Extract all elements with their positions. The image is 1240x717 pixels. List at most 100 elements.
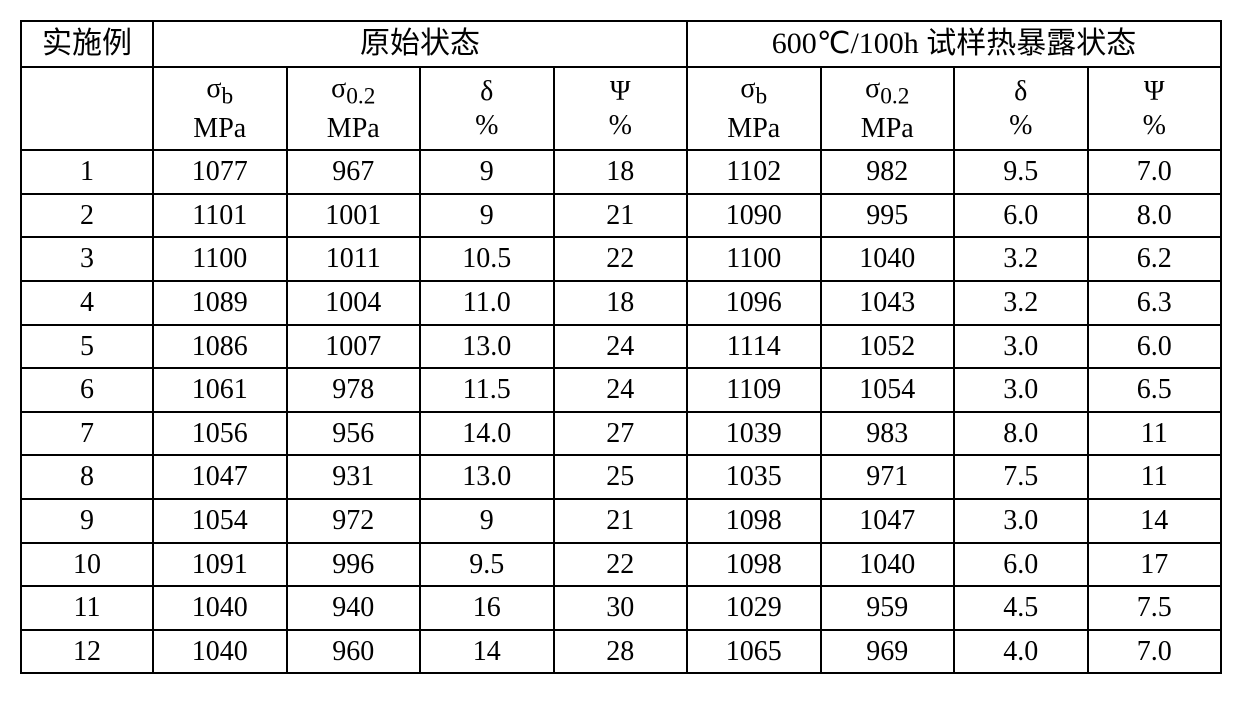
table-row: 121040960142810659694.07.0 [21,630,1221,674]
table-cell: 960 [287,630,421,674]
table-cell: 1039 [687,412,821,456]
table-row: 1010919969.522109810406.017 [21,543,1221,587]
table-cell: 1054 [821,368,955,412]
properties-table: 实施例 原始状态 600℃/100h 试样热暴露状态 σb MPa σ0.2 M… [20,20,1222,674]
table-cell: 2 [21,194,153,238]
table-cell: 6 [21,368,153,412]
table-row: 7105695614.02710399838.011 [21,412,1221,456]
table-cell: 1007 [287,325,421,369]
table-cell: 9 [420,499,554,543]
table-cell: 8.0 [1088,194,1222,238]
table-cell: 1047 [153,455,287,499]
table-cell: 1043 [821,281,955,325]
table-cell: 972 [287,499,421,543]
table-cell: 11 [1088,455,1222,499]
table-cell: 28 [554,630,688,674]
table-row: 21101100192110909956.08.0 [21,194,1221,238]
table-cell: 6.0 [1088,325,1222,369]
table-cell: 24 [554,325,688,369]
table-cell: 978 [287,368,421,412]
table-cell: 21 [554,499,688,543]
table-cell: 3.2 [954,237,1088,281]
table-cell: 25 [554,455,688,499]
table-cell: 995 [821,194,955,238]
table-cell: 9 [21,499,153,543]
col-delta-1: δ % [420,67,554,150]
table-body: 1107796791811029829.57.02110110019211090… [21,150,1221,673]
table-cell: 1101 [153,194,287,238]
col-sigma-02-2: σ0.2 MPa [821,67,955,150]
table-cell: 1114 [687,325,821,369]
table-cell: 8.0 [954,412,1088,456]
table-row: 111040940163010299594.57.5 [21,586,1221,630]
col-sigma-02-1: σ0.2 MPa [287,67,421,150]
table-cell: 24 [554,368,688,412]
table-cell: 1035 [687,455,821,499]
table-cell: 3.0 [954,325,1088,369]
table-cell: 4 [21,281,153,325]
table-row: 1107796791811029829.57.0 [21,150,1221,194]
table-cell: 3.0 [954,499,1088,543]
table-cell: 6.3 [1088,281,1222,325]
header-row-1: 实施例 原始状态 600℃/100h 试样热暴露状态 [21,21,1221,67]
table-cell: 17 [1088,543,1222,587]
table-cell: 983 [821,412,955,456]
table-cell: 940 [287,586,421,630]
table-cell: 9.5 [420,543,554,587]
table-row: 91054972921109810473.014 [21,499,1221,543]
table-cell: 16 [420,586,554,630]
table-cell: 6.0 [954,194,1088,238]
table-cell: 3.2 [954,281,1088,325]
table-cell: 7.5 [1088,586,1222,630]
table-cell: 7.5 [954,455,1088,499]
table-cell: 18 [554,150,688,194]
table-cell: 1089 [153,281,287,325]
table-cell: 1086 [153,325,287,369]
table-cell: 10.5 [420,237,554,281]
table-cell: 11 [21,586,153,630]
header-blank [21,67,153,150]
col-psi-2: Ψ % [1088,67,1222,150]
table-cell: 11.0 [420,281,554,325]
table-cell: 1052 [821,325,955,369]
table-cell: 1096 [687,281,821,325]
table-cell: 13.0 [420,325,554,369]
table-cell: 1061 [153,368,287,412]
table-cell: 1054 [153,499,287,543]
table-cell: 7.0 [1088,630,1222,674]
table-cell: 1040 [821,237,955,281]
table-cell: 1077 [153,150,287,194]
table-cell: 1004 [287,281,421,325]
table-cell: 1040 [821,543,955,587]
table-cell: 1100 [153,237,287,281]
table-cell: 14 [1088,499,1222,543]
table-cell: 1065 [687,630,821,674]
table-cell: 9.5 [954,150,1088,194]
table-cell: 1040 [153,586,287,630]
col-sigma-b-2: σb MPa [687,67,821,150]
table-cell: 14 [420,630,554,674]
table-cell: 11.5 [420,368,554,412]
table-cell: 1029 [687,586,821,630]
table-cell: 3.0 [954,368,1088,412]
table-cell: 1040 [153,630,287,674]
table-row: 51086100713.024111410523.06.0 [21,325,1221,369]
table-cell: 6.0 [954,543,1088,587]
table-cell: 7.0 [1088,150,1222,194]
table-cell: 22 [554,543,688,587]
table-cell: 971 [821,455,955,499]
table-cell: 11 [1088,412,1222,456]
table-cell: 967 [287,150,421,194]
table-cell: 956 [287,412,421,456]
table-cell: 18 [554,281,688,325]
table-cell: 1056 [153,412,287,456]
table-row: 8104793113.02510359717.511 [21,455,1221,499]
table-cell: 1001 [287,194,421,238]
col-psi-1: Ψ % [554,67,688,150]
header-exposed-state: 600℃/100h 试样热暴露状态 [687,21,1221,67]
col-delta-2: δ % [954,67,1088,150]
table-row: 41089100411.018109610433.26.3 [21,281,1221,325]
header-row-2: σb MPa σ0.2 MPa δ % Ψ % σb MPa σ0.2 MPa [21,67,1221,150]
table-cell: 4.5 [954,586,1088,630]
table-row: 31100101110.522110010403.26.2 [21,237,1221,281]
